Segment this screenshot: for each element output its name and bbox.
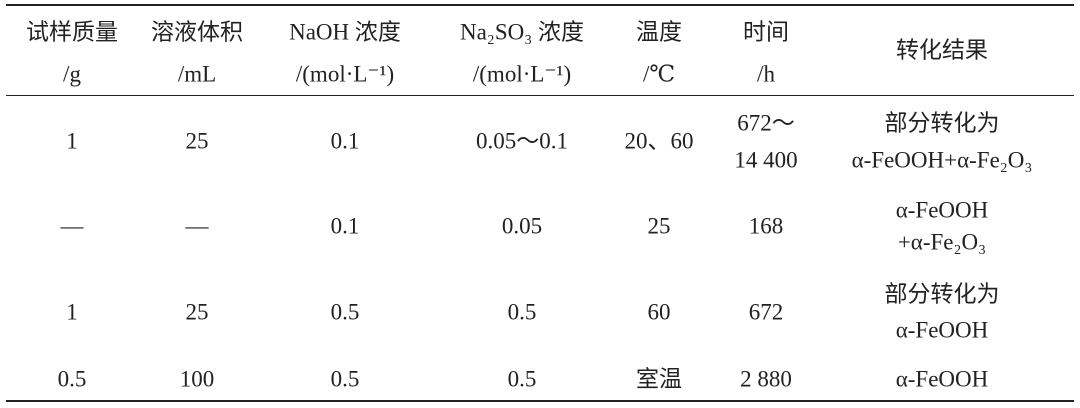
table-cell: 部分转化为 — [884, 281, 1000, 307]
table-cell: +α-Fe₂O₃ — [897, 229, 987, 255]
column-header: NaOH 浓度 — [289, 19, 401, 45]
bottom-rule — [6, 400, 1074, 402]
table-cell: 部分转化为 — [884, 110, 1000, 135]
table-cell: 25 — [185, 128, 209, 154]
table-cell: 100 — [179, 366, 215, 392]
table-cell: 0.05 — [501, 213, 543, 239]
table-cell: 0.5 — [57, 366, 87, 392]
column-header: 溶液体积 — [151, 19, 243, 45]
column-header: 时间 — [743, 19, 789, 45]
column-unit: /(mol·L⁻¹) — [295, 61, 395, 87]
table-cell: 25 — [647, 213, 671, 239]
table-cell: α-FeOOH — [895, 197, 989, 223]
table-cell: α-FeOOH+α-Fe₂O₃ — [851, 147, 1033, 172]
table-cell: 2 880 — [740, 366, 792, 392]
table-cell: 1 — [66, 299, 78, 325]
header-rule — [6, 95, 1074, 96]
top-rule — [6, 4, 1074, 6]
column-unit: /℃ — [642, 61, 676, 87]
table-cell: 672 — [748, 299, 784, 325]
table-cell: 0.1 — [330, 213, 360, 239]
table-cell: 20、60 — [624, 128, 694, 154]
table-cell: 14 400 — [734, 147, 798, 172]
table-cell: — — [60, 213, 84, 239]
table-cell: — — [185, 213, 209, 239]
column-header: Na₂SO₃ 浓度 — [459, 19, 585, 45]
column-header: 温度 — [636, 19, 682, 45]
table-cell: 25 — [185, 299, 209, 325]
table-cell: 0.05～0.1 — [476, 128, 568, 154]
column-header: 试样质量 — [26, 19, 118, 45]
column-unit: /h — [757, 61, 775, 87]
table-cell: α-FeOOH — [895, 366, 989, 392]
column-unit: /g — [63, 61, 81, 87]
column-header: 转化结果 — [896, 37, 988, 63]
table-cell: 672～ — [737, 110, 795, 135]
table-cell: 0.5 — [507, 366, 537, 392]
table-cell: 168 — [748, 213, 784, 239]
table-cell: α-FeOOH — [895, 317, 989, 343]
table-cell: 0.5 — [507, 299, 537, 325]
table-cell: 0.5 — [330, 366, 360, 392]
table-cell: 60 — [647, 299, 671, 325]
column-unit: /mL — [177, 61, 217, 87]
column-unit: /(mol·L⁻¹) — [472, 61, 572, 87]
table-cell: 0.5 — [330, 299, 360, 325]
table-cell: 0.1 — [330, 128, 360, 154]
table-cell: 室温 — [636, 366, 682, 392]
table-cell: 1 — [66, 128, 78, 154]
